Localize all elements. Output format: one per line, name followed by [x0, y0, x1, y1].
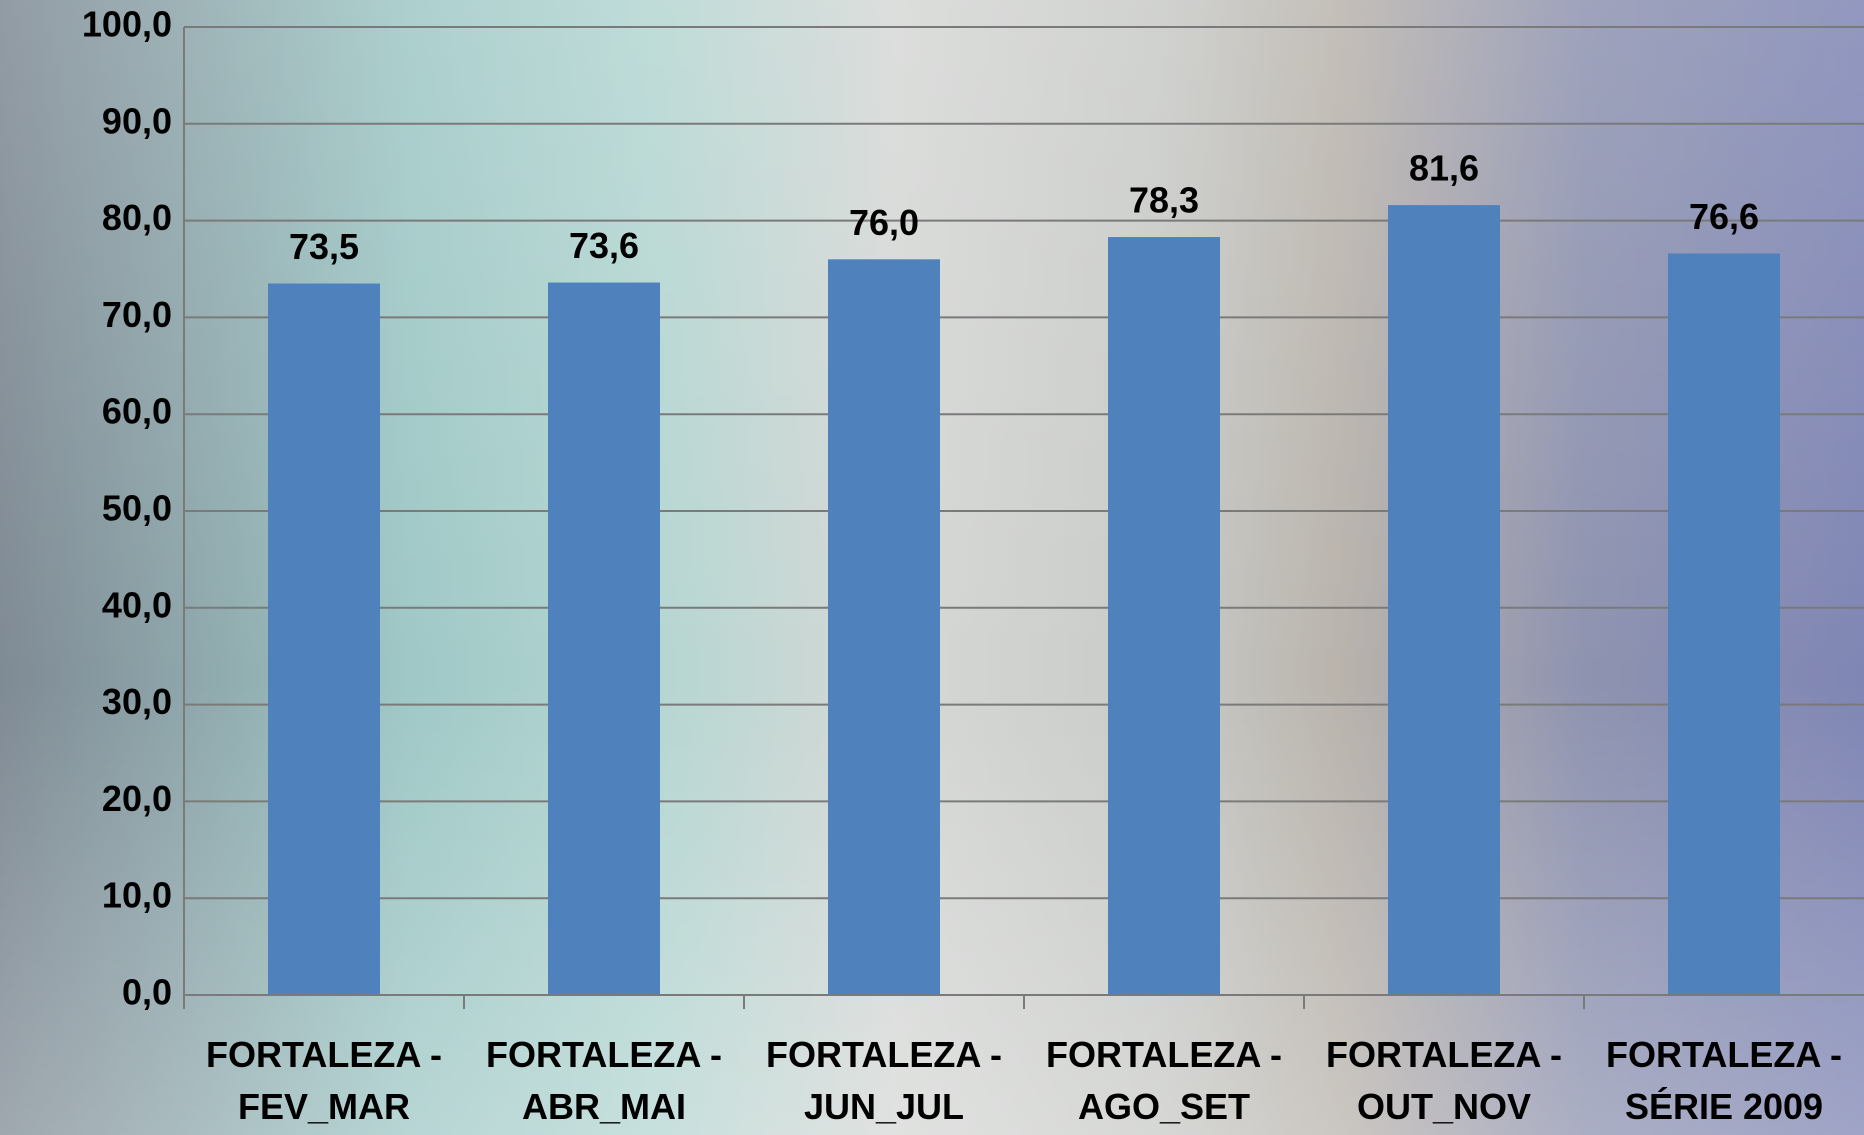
y-tick-label: 30,0 [102, 681, 172, 722]
value-label: 81,6 [1409, 148, 1479, 189]
y-tick-label: 70,0 [102, 294, 172, 335]
bar [1108, 237, 1220, 995]
y-tick-label: 80,0 [102, 197, 172, 238]
y-tick-label: 60,0 [102, 391, 172, 432]
y-tick-label: 0,0 [122, 972, 172, 1013]
x-tick-label: FORTALEZA - JUN_JUL [744, 1029, 1024, 1133]
chart: 0,0 10,0 20,0 30,0 40,0 50,0 60,0 70,0 80,0 90,0 1… [0, 0, 1864, 1135]
x-tick-label: FORTALEZA - ABR_MAI [464, 1029, 744, 1133]
x-tick-label: FORTALEZA - FEV_MAR [184, 1029, 464, 1133]
bar [1668, 254, 1780, 995]
value-label: 76,0 [849, 202, 919, 243]
y-tick-label: 10,0 [102, 875, 172, 916]
plot: 0,0 10,0 20,0 30,0 40,0 50,0 60,0 70,0 80,0 90,0 1… [0, 0, 1864, 1135]
value-label: 73,6 [569, 225, 639, 266]
y-tick-label: 40,0 [102, 584, 172, 625]
y-tick-label: 100,0 [82, 4, 172, 45]
bar [548, 283, 660, 995]
value-label: 78,3 [1129, 180, 1199, 221]
y-tick-label: 50,0 [102, 488, 172, 529]
bar [268, 284, 380, 995]
bar [828, 259, 940, 995]
x-tick-label: FORTALEZA - SÉRIE 2009 [1584, 1029, 1864, 1133]
value-label: 73,5 [289, 226, 359, 267]
y-tick-label: 90,0 [102, 100, 172, 141]
bar [1388, 205, 1500, 995]
y-tick-label: 20,0 [102, 778, 172, 819]
value-label: 76,6 [1689, 196, 1759, 237]
x-tick-label: FORTALEZA - OUT_NOV [1304, 1029, 1584, 1133]
x-tick-label: FORTALEZA - AGO_SET [1024, 1029, 1304, 1133]
